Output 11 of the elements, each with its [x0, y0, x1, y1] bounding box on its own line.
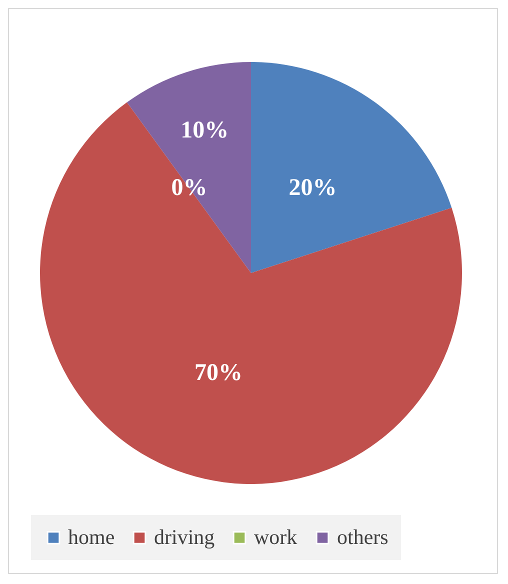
legend-label: driving — [154, 524, 216, 549]
text: 0% — [171, 175, 208, 202]
pie-slice — [126, 62, 251, 273]
data-label: 20% — [288, 175, 337, 202]
legend-label: work — [254, 524, 298, 549]
pie-slice — [251, 62, 452, 273]
data-label: 10% — [180, 117, 229, 144]
data-label: 70% — [194, 360, 243, 386]
legend-label: home — [68, 524, 115, 549]
pie-slice — [40, 102, 462, 484]
legend-label: others — [337, 524, 388, 549]
